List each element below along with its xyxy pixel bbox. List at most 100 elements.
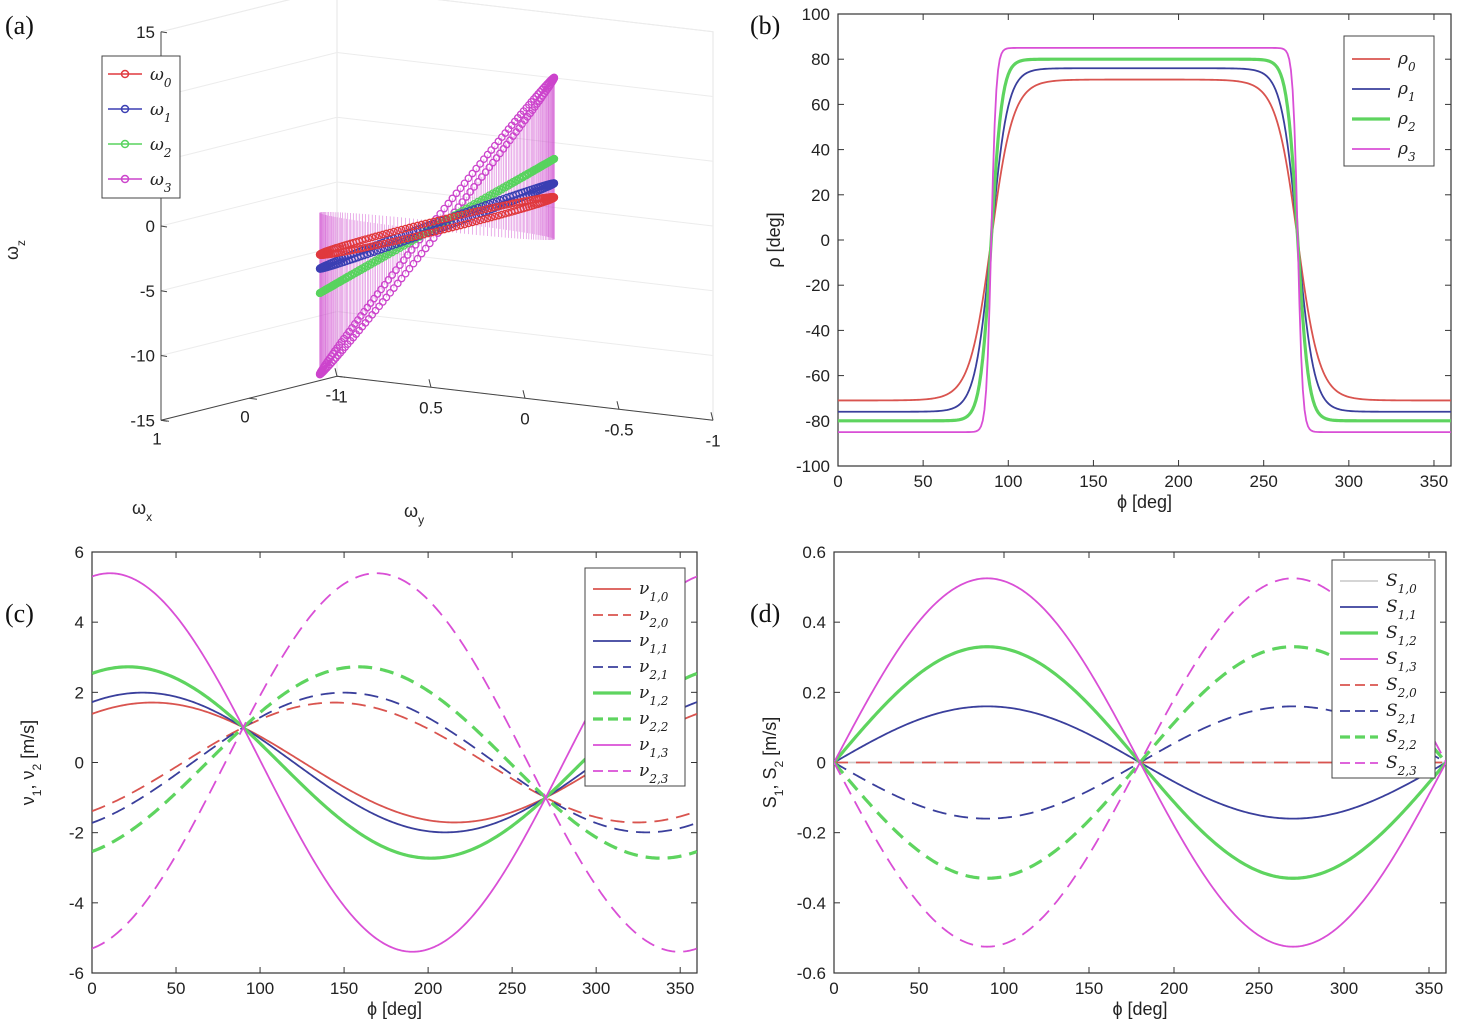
data-point (460, 179, 469, 188)
data-point (497, 210, 506, 219)
series-group (315, 73, 559, 379)
y-tick-label: 0.4 (802, 613, 826, 632)
data-point (474, 178, 482, 186)
y-axis-label: ν1, ν2 [m/s] (18, 720, 44, 805)
data-point (361, 235, 370, 244)
y-tick-label: -0.2 (797, 824, 826, 843)
data-point (390, 284, 398, 292)
y-tick-label: 0 (520, 409, 529, 428)
data-point (448, 223, 457, 232)
y-tick-label: 4 (75, 613, 84, 632)
legend-entry-label: S1,2 (1386, 623, 1417, 648)
y-tick-label: -100 (796, 457, 830, 476)
data-point (364, 234, 373, 243)
legend-entry-label: ν2,3 (639, 761, 669, 786)
data-point (485, 204, 494, 213)
y-tick-label: 0.2 (802, 683, 826, 702)
data-point (393, 279, 402, 288)
data-point (460, 220, 469, 229)
legend-entry-label: ω0 (150, 65, 172, 90)
data-point (472, 217, 481, 226)
data-point (438, 215, 446, 224)
grid-line (160, 0, 714, 33)
x-axis-label: ϕ [deg] (367, 999, 422, 1019)
z-tick-label: 0 (146, 217, 155, 236)
panel-label: (a) (5, 11, 34, 40)
panel-c-nu-plot: (c) 0 50 100 150 200 250 300 350 6 4 2 0 -2 -4 -6 ϕ [deg… (5, 543, 698, 1019)
data-point (380, 239, 389, 248)
legend-entry-label: ν1,0 (639, 579, 669, 604)
data-point (492, 203, 501, 211)
data-point (536, 87, 544, 96)
data-point (405, 264, 414, 273)
data-point (393, 226, 402, 235)
legend-entry-label: ω2 (150, 135, 172, 160)
data-point (468, 218, 477, 227)
z-axis-label: ωz (2, 240, 28, 260)
data-point (421, 222, 430, 231)
y-tick-label: -6 (69, 964, 84, 983)
x-tick-label: 300 (1330, 979, 1358, 998)
x-tick-label: 250 (1250, 472, 1278, 491)
z-tick-mark (160, 355, 168, 357)
data-point (378, 230, 387, 239)
data-point (444, 224, 453, 233)
marker-group-_3 (315, 73, 559, 379)
data-point (448, 194, 457, 203)
legend-entry-label: ν1,1 (639, 631, 668, 656)
data-point (479, 215, 488, 224)
legend-box (1343, 35, 1435, 167)
x-tick-label: 50 (167, 979, 186, 998)
x-tick-mark (248, 397, 258, 400)
legend-box (1331, 559, 1436, 779)
data-point (429, 217, 438, 226)
data-point (417, 224, 426, 232)
grid-line (160, 116, 714, 162)
data-point (384, 276, 393, 284)
data-point (440, 225, 449, 234)
y-tick-label: 1 (338, 387, 347, 406)
data-point (468, 169, 477, 178)
series-line-_20 (92, 701, 697, 824)
legend-box (584, 567, 686, 787)
x-tick-label: 1 (152, 429, 161, 448)
x-tick-label: 100 (990, 979, 1018, 998)
y-tick-label: -0.6 (797, 964, 826, 983)
data-point (504, 208, 513, 217)
data-point (466, 208, 475, 217)
legend-marker (120, 69, 130, 79)
panel-label: (c) (5, 599, 34, 628)
y-tick-label: 0.5 (419, 398, 443, 417)
series-group (838, 47, 1451, 433)
x-axis-label: ϕ [deg] (1117, 492, 1172, 512)
data-point (444, 221, 453, 230)
panel-b-rho-plot: (b)0 50 100 150 200 250 300 350100806040200-20-… (750, 5, 1452, 512)
data-point (476, 160, 484, 168)
x-tick-label: 350 (1420, 472, 1448, 491)
data-point (434, 216, 442, 225)
y-tick-label: 0 (75, 754, 84, 773)
y-tick-label: 20 (811, 186, 830, 205)
data-point (386, 288, 395, 297)
y-tick-label: 0.6 (802, 543, 826, 562)
y-tick-label: 6 (75, 543, 84, 562)
y-axis-label: ρ [deg] (764, 212, 784, 267)
data-point (448, 220, 457, 228)
y-tick-label: -4 (69, 894, 84, 913)
data-point (483, 214, 492, 223)
data-point (470, 183, 478, 191)
grid-line (160, 181, 714, 227)
marker-group-_0 (315, 193, 559, 259)
data-point (407, 246, 416, 254)
y-tick-mark (616, 401, 620, 410)
data-point (382, 229, 391, 238)
y-axis-label: ωy (404, 501, 424, 527)
series-line-_1 (838, 67, 1451, 413)
data-point (397, 225, 406, 234)
data-point (452, 222, 461, 231)
x-tick-label: 0 (829, 979, 838, 998)
data-point (407, 233, 416, 242)
z-tick-mark (160, 225, 168, 228)
data-point (466, 188, 475, 196)
